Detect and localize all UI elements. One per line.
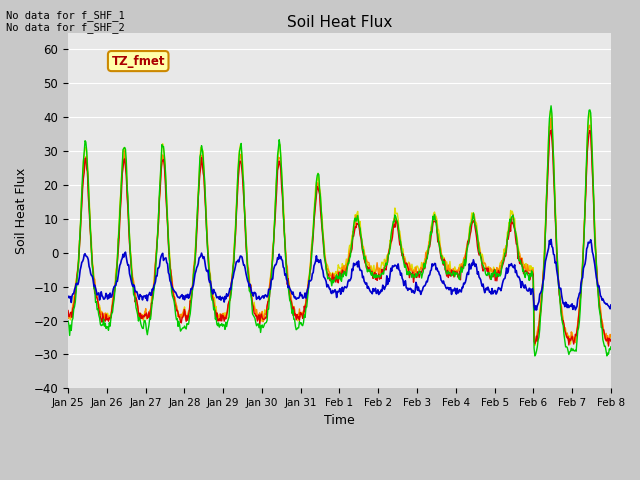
SHF1	[557, 303, 564, 309]
SHF5	[607, 302, 615, 308]
Line: SHF5: SHF5	[68, 240, 611, 310]
SHF5	[64, 295, 72, 300]
SHF2	[209, 296, 217, 302]
SHF3	[547, 107, 555, 112]
SHF1	[241, 227, 249, 232]
SHF4	[531, 353, 539, 359]
SHF4	[64, 318, 72, 324]
SHF1	[522, 268, 529, 274]
Line: SHF2: SHF2	[68, 118, 611, 344]
SHF4	[209, 298, 217, 303]
SHF4	[79, 158, 87, 164]
Text: TZ_fmet: TZ_fmet	[111, 55, 165, 68]
Line: SHF1: SHF1	[68, 130, 611, 346]
SHF1	[607, 338, 615, 344]
SHF3	[607, 335, 615, 340]
X-axis label: Time: Time	[324, 414, 355, 427]
SHF2	[522, 264, 529, 270]
SHF2	[64, 315, 72, 321]
SHF2	[547, 115, 555, 121]
SHF4	[522, 275, 529, 280]
SHF1	[79, 176, 87, 181]
SHF4	[557, 314, 565, 320]
SHF1	[152, 253, 160, 259]
SHF5	[547, 237, 555, 242]
SHF2	[152, 252, 160, 258]
SHF2	[79, 166, 87, 171]
Title: Soil Heat Flux: Soil Heat Flux	[287, 15, 392, 30]
SHF3	[241, 215, 249, 221]
SHF5	[79, 256, 87, 262]
Line: SHF4: SHF4	[68, 106, 611, 356]
SHF1	[605, 343, 612, 349]
SHF5	[522, 282, 529, 288]
SHF5	[241, 266, 249, 272]
Legend: SHF1, SHF2, SHF3, SHF4, SHF5: SHF1, SHF2, SHF3, SHF4, SHF5	[153, 474, 526, 480]
SHF5	[152, 273, 160, 279]
Y-axis label: Soil Heat Flux: Soil Heat Flux	[15, 168, 28, 253]
SHF5	[531, 307, 539, 313]
SHF4	[607, 344, 615, 349]
SHF1	[547, 127, 555, 133]
SHF2	[531, 341, 539, 347]
SHF5	[557, 292, 565, 298]
SHF3	[79, 158, 87, 164]
SHF3	[152, 250, 160, 255]
SHF2	[557, 304, 565, 310]
SHF2	[241, 221, 249, 227]
SHF1	[64, 308, 72, 313]
SHF4	[152, 256, 160, 262]
SHF3	[64, 309, 72, 315]
SHF2	[607, 333, 615, 339]
Text: No data for f_SHF_1
No data for f_SHF_2: No data for f_SHF_1 No data for f_SHF_2	[6, 10, 125, 33]
Line: SHF3: SHF3	[68, 109, 611, 346]
SHF3	[531, 343, 539, 348]
SHF4	[241, 219, 249, 225]
SHF3	[557, 309, 565, 314]
SHF4	[547, 103, 555, 108]
SHF5	[209, 291, 217, 297]
SHF1	[209, 296, 217, 301]
SHF3	[209, 288, 217, 293]
SHF3	[522, 264, 529, 269]
